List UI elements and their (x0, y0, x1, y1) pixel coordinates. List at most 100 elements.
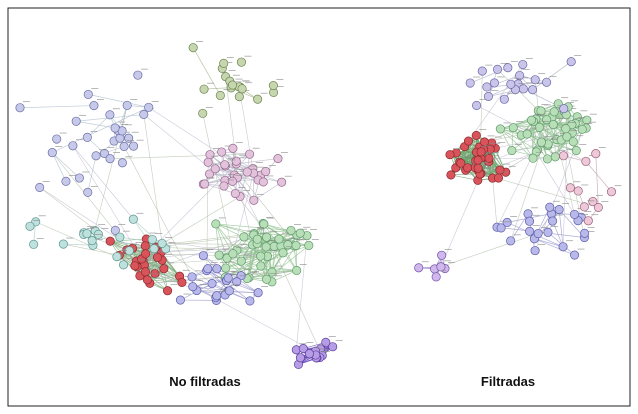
edge (203, 255, 259, 293)
node (139, 109, 149, 120)
node (249, 195, 259, 205)
node (224, 286, 234, 296)
node (175, 295, 185, 305)
node (87, 236, 97, 246)
node (528, 85, 538, 95)
node (231, 156, 241, 166)
edge (296, 235, 308, 350)
edge (88, 94, 149, 108)
node (105, 110, 115, 120)
node (261, 242, 271, 252)
node (223, 273, 233, 283)
edge (492, 178, 498, 228)
frame (7, 7, 631, 407)
edge (246, 244, 253, 279)
node (236, 57, 246, 67)
node (15, 103, 25, 113)
node (152, 252, 163, 262)
node (140, 241, 150, 251)
node (82, 132, 92, 142)
node (573, 186, 583, 196)
node (105, 154, 115, 164)
node (47, 148, 57, 158)
node (523, 209, 533, 219)
node (548, 120, 558, 130)
node (437, 250, 447, 260)
node (484, 153, 494, 163)
node (214, 250, 224, 260)
edge (63, 243, 120, 256)
node (203, 157, 213, 167)
node (493, 173, 504, 183)
node (267, 267, 277, 277)
node (473, 155, 483, 165)
edge (534, 238, 575, 256)
node (239, 232, 249, 242)
edge (63, 243, 93, 246)
node (232, 277, 242, 287)
node (518, 59, 528, 70)
edge (221, 151, 250, 155)
edge (253, 181, 282, 201)
node (91, 151, 101, 161)
node (207, 278, 217, 289)
edge (271, 244, 323, 356)
node (89, 101, 99, 111)
node (508, 123, 518, 133)
node (492, 64, 503, 74)
node (506, 79, 516, 89)
node (524, 216, 535, 226)
node (502, 217, 512, 228)
node (259, 219, 269, 229)
node (456, 158, 466, 168)
edge (488, 158, 548, 160)
node (58, 239, 68, 249)
node (571, 146, 581, 156)
edge (215, 223, 291, 231)
node (141, 249, 151, 259)
node (414, 263, 424, 273)
edge (467, 135, 477, 168)
edge (76, 120, 116, 129)
edge (215, 223, 254, 236)
node (583, 216, 593, 226)
node (188, 43, 198, 53)
edge (558, 209, 564, 247)
node (536, 137, 546, 147)
node (579, 202, 589, 212)
edge (161, 245, 282, 253)
node (569, 209, 579, 219)
panel-label: Filtradas (481, 374, 535, 389)
node (606, 187, 617, 197)
node (561, 124, 571, 134)
node (507, 146, 517, 156)
node (188, 282, 198, 292)
node (530, 75, 540, 85)
node (462, 163, 473, 173)
node (496, 223, 506, 233)
edge (153, 196, 241, 249)
node (262, 232, 272, 242)
node (61, 176, 71, 186)
node (253, 288, 263, 298)
edge (510, 111, 555, 241)
node (286, 225, 296, 236)
node (29, 239, 39, 249)
node (295, 228, 305, 238)
node (198, 108, 208, 118)
node (245, 296, 255, 306)
node (495, 165, 505, 175)
nodes (15, 41, 622, 369)
node (256, 251, 266, 261)
edge (143, 114, 163, 244)
edge (500, 128, 538, 151)
node (274, 234, 284, 244)
node (245, 149, 255, 159)
node (205, 150, 215, 160)
node (258, 177, 268, 187)
node (304, 240, 314, 251)
edge (215, 223, 228, 259)
node (122, 100, 132, 110)
